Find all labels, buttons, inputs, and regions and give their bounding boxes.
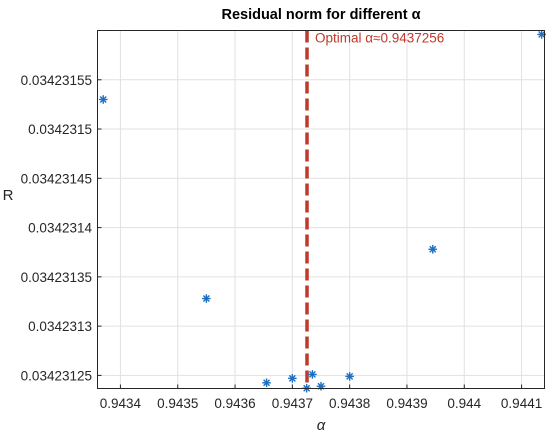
y-tick-labels: 0.03423125 0.0342313 0.03423135 0.0342314 0.…: [21, 73, 93, 384]
chart-title: Residual norm for different α: [221, 7, 420, 23]
axes-box: [97, 30, 545, 389]
x-axis-label: α: [317, 417, 326, 434]
x-tick-label: 0.944: [447, 396, 481, 411]
y-tick-label: 0.03423125: [21, 368, 92, 383]
x-tick-label: 0.9434: [100, 396, 142, 411]
data-point: [202, 294, 211, 303]
optimal-line-group: Optimal α≈0.9437256: [305, 30, 444, 389]
x-tick-label: 0.9437: [272, 396, 313, 411]
y-tick-label: 0.0342315: [28, 122, 92, 137]
y-axis-label: R: [3, 187, 14, 204]
data-point: [262, 378, 271, 388]
y-tick-label: 0.03423155: [21, 73, 92, 88]
data-point: [288, 374, 297, 383]
data-point: [428, 244, 438, 254]
data-point: [345, 372, 354, 381]
x-tick-labels: 0.9434 0.9435 0.9436 0.9437 0.9438 0.9439 0.94…: [100, 396, 542, 411]
y-tick-label: 0.03423135: [21, 270, 92, 285]
x-tick-label: 0.9436: [214, 396, 255, 411]
grid-lines: [97, 30, 545, 389]
y-tick-label: 0.0342313: [28, 319, 92, 334]
axes: [97, 30, 545, 389]
x-tick-label: 0.9439: [386, 396, 427, 411]
x-tick-label: 0.9435: [157, 396, 198, 411]
y-tick-label: 0.0342314: [28, 221, 92, 236]
data-point: [98, 95, 108, 104]
optimal-alpha-label: Optimal α≈0.9437256: [315, 31, 444, 46]
x-tick-label: 0.9441: [501, 396, 542, 411]
data-point: [308, 370, 317, 379]
x-tick-label: 0.9438: [329, 396, 370, 411]
plot-area: [97, 30, 545, 389]
y-tick-label: 0.03423145: [21, 171, 92, 186]
